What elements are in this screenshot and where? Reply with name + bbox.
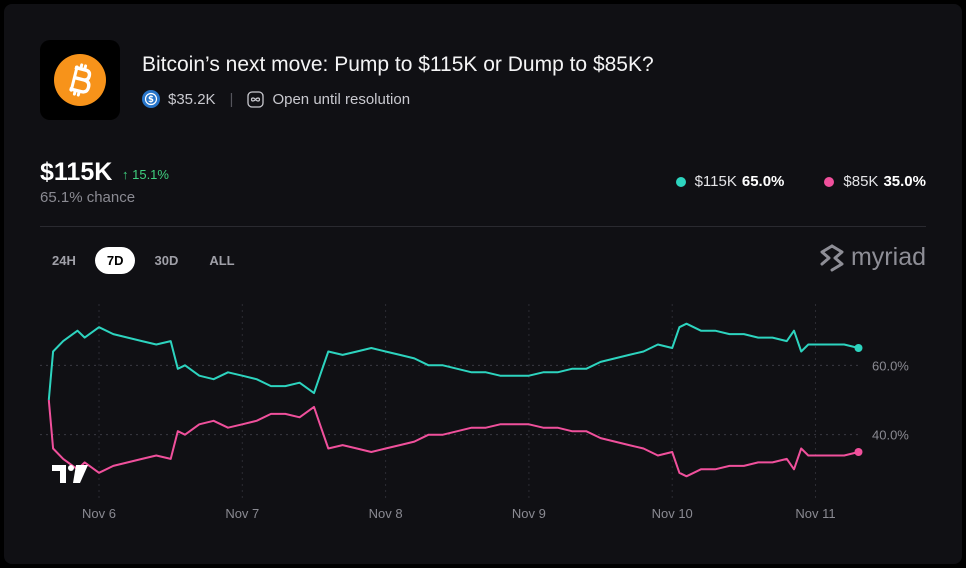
- series-end-point-115k: [854, 344, 863, 352]
- legend-item-85k: $85K 35.0%: [824, 173, 926, 190]
- y-axis: 60.0% 40.0%: [872, 358, 909, 442]
- x-tick-label: Nov 9: [512, 506, 546, 521]
- market-meta: $ $35.2K | Open until resolution: [142, 90, 410, 108]
- leading-outcome-price: $115K: [40, 158, 113, 186]
- price-change: ↑ 15.1%: [122, 167, 169, 182]
- meta-separator: |: [229, 90, 234, 108]
- brand-name: myriad: [850, 243, 926, 271]
- legend-dot: [824, 176, 835, 187]
- tab-24h[interactable]: 24H: [52, 253, 76, 268]
- market-logo: [40, 40, 120, 120]
- market-status: Open until resolution: [272, 90, 411, 108]
- x-tick-label: Nov 11: [795, 506, 835, 521]
- legend-label: $115K: [694, 173, 737, 190]
- legend-value: 35.0%: [883, 173, 926, 190]
- outcome-chance: 65.1% chance: [40, 189, 136, 206]
- tab-30d[interactable]: 30D: [154, 253, 179, 268]
- chart-legend: $115K 65.0% $85K 35.0%: [636, 173, 926, 190]
- tradingview-icon: [52, 465, 88, 483]
- series-end-point-85k: [854, 448, 863, 456]
- series-line-85k: [47, 399, 859, 478]
- svg-text:$: $: [148, 95, 154, 105]
- tab-7d[interactable]: 7D: [94, 247, 136, 274]
- legend-value: 65.0%: [741, 173, 785, 190]
- usdc-icon: $: [142, 90, 160, 108]
- divider: [40, 226, 926, 227]
- market-volume: $35.2K: [168, 90, 216, 108]
- x-tick-label: Nov 8: [369, 506, 403, 521]
- price-chart: 60.0%40.0% Nov 6 Nov 7 Nov 8 Nov 9 Nov 10 Nov…: [40, 304, 909, 521]
- chart-grid: [40, 304, 862, 500]
- myriad-logo-icon: [820, 244, 844, 271]
- tab-all[interactable]: ALL: [209, 253, 235, 268]
- x-axis: Nov 6 Nov 7 Nov 8 Nov 9 Nov 10 Nov 11: [82, 506, 836, 521]
- series-line-115k: [47, 322, 859, 401]
- x-tick-label: Nov 6: [82, 506, 116, 521]
- y-tick-label: 60.0%: [872, 358, 909, 373]
- time-range-tabs: 24H 7D 30D ALL: [40, 247, 254, 274]
- y-tick-label: 40.0%: [872, 428, 909, 443]
- brand-logo: myriad: [819, 243, 926, 272]
- infinity-icon: [247, 90, 265, 108]
- market-title: Bitcoin’s next move: Pump to $115K or Du…: [142, 53, 654, 76]
- x-tick-label: Nov 10: [652, 506, 693, 521]
- market-card: Bitcoin’s next move: Pump to $115K or Du…: [4, 4, 962, 564]
- legend-item-115k: $115K 65.0%: [675, 173, 785, 190]
- legend-dot: [675, 176, 686, 187]
- legend-label: $85K: [843, 173, 879, 190]
- x-tick-label: Nov 7: [225, 506, 259, 521]
- bitcoin-icon: [54, 54, 106, 106]
- chart-series: [47, 322, 863, 478]
